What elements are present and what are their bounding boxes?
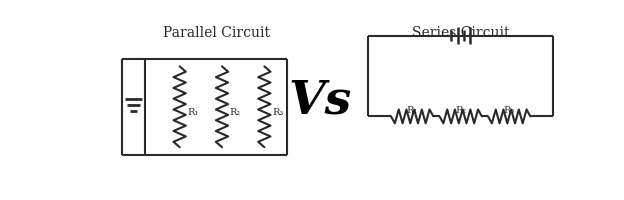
Text: R₃: R₃ (272, 108, 283, 117)
Text: R₂: R₂ (455, 106, 466, 115)
Text: Vs: Vs (288, 78, 351, 124)
Text: Parallel Circuit: Parallel Circuit (163, 26, 270, 40)
Text: R₂: R₂ (230, 108, 241, 117)
Text: R₁: R₁ (407, 106, 418, 115)
Text: R₃: R₃ (504, 106, 515, 115)
Text: R₁: R₁ (187, 108, 198, 117)
Text: Series Circuit: Series Circuit (412, 26, 509, 40)
